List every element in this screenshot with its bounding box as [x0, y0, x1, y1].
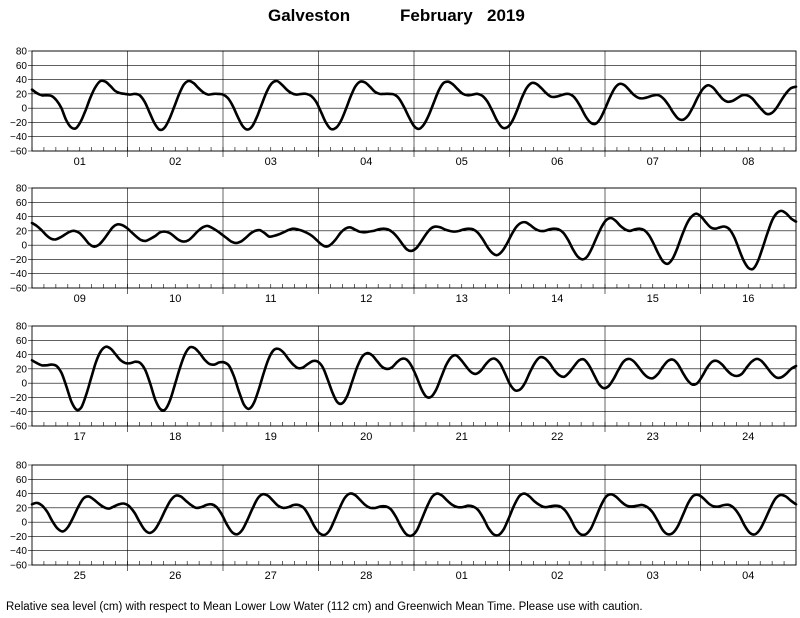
y-tick-label: 60 [16, 61, 28, 72]
day-label: 07 [647, 156, 659, 168]
y-tick-label: 80 [16, 47, 28, 58]
y-tick-label: 80 [16, 461, 28, 472]
day-label: 03 [647, 570, 659, 582]
y-tick-label: −40 [10, 132, 27, 143]
chart-title: Galveston February 2019 [0, 6, 800, 28]
day-label: 28 [360, 570, 372, 582]
day-label: 11 [265, 293, 276, 305]
day-label: 23 [647, 431, 659, 443]
day-label: 15 [647, 293, 659, 305]
y-tick-label: 0 [21, 379, 27, 390]
day-label: 12 [360, 293, 372, 305]
y-tick-label: 80 [16, 322, 28, 333]
day-label: 18 [169, 431, 181, 443]
y-tick-label: −20 [10, 393, 27, 404]
day-label: 20 [360, 431, 372, 443]
day-label: 17 [74, 431, 86, 443]
day-label: 05 [456, 156, 468, 168]
y-tick-label: −20 [10, 255, 27, 266]
y-tick-label: 60 [16, 336, 28, 347]
tide-series-line [30, 492, 798, 538]
y-tick-label: −60 [10, 422, 27, 433]
y-tick-label: 80 [16, 184, 28, 195]
y-tick-label: 20 [16, 226, 28, 237]
y-tick-label: 0 [21, 104, 27, 115]
day-label: 03 [265, 156, 277, 168]
day-label: 10 [169, 293, 181, 305]
y-tick-label: 0 [21, 241, 27, 252]
footnote: Relative sea level (cm) with respect to … [6, 601, 643, 613]
day-label: 14 [551, 293, 563, 305]
day-label: 25 [74, 570, 86, 582]
y-tick-label: 20 [16, 364, 28, 375]
day-label: 09 [74, 293, 86, 305]
day-label: 27 [265, 570, 277, 582]
y-tick-label: −20 [10, 532, 27, 543]
day-label: 04 [742, 570, 754, 582]
y-tick-label: 40 [16, 212, 28, 223]
day-label: 08 [742, 156, 754, 168]
day-label: 21 [456, 431, 468, 443]
y-tick-label: −60 [10, 561, 27, 572]
y-tick-label: 60 [16, 475, 28, 486]
y-tick-label: 20 [16, 503, 28, 514]
y-tick-label: −40 [10, 407, 27, 418]
day-label: 02 [551, 570, 563, 582]
day-label: 19 [265, 431, 277, 443]
y-tick-label: −60 [10, 284, 27, 295]
day-label: 24 [742, 431, 754, 443]
y-tick-label: −20 [10, 118, 27, 129]
tide-series-line [30, 345, 798, 412]
day-label: 13 [456, 293, 468, 305]
day-label: 01 [74, 156, 86, 168]
day-label: 26 [169, 570, 181, 582]
y-tick-label: −40 [10, 546, 27, 557]
y-tick-label: 20 [16, 89, 28, 100]
day-label: 04 [360, 156, 372, 168]
y-tick-label: −60 [10, 147, 27, 158]
y-tick-label: −40 [10, 269, 27, 280]
day-label: 01 [456, 570, 468, 582]
station-name: Galveston [268, 6, 351, 25]
tide-series-line [30, 209, 798, 271]
y-tick-label: 40 [16, 350, 28, 361]
tide-series-line [30, 79, 798, 132]
y-tick-label: 0 [21, 518, 27, 529]
day-label: 22 [551, 431, 563, 443]
day-label: 02 [169, 156, 181, 168]
day-label: 16 [742, 293, 754, 305]
title-year: 2019 [487, 6, 525, 25]
title-month: February [400, 6, 473, 25]
y-tick-label: 40 [16, 75, 28, 86]
y-tick-label: 60 [16, 198, 28, 209]
day-label: 06 [551, 156, 563, 168]
y-tick-label: 40 [16, 489, 28, 500]
